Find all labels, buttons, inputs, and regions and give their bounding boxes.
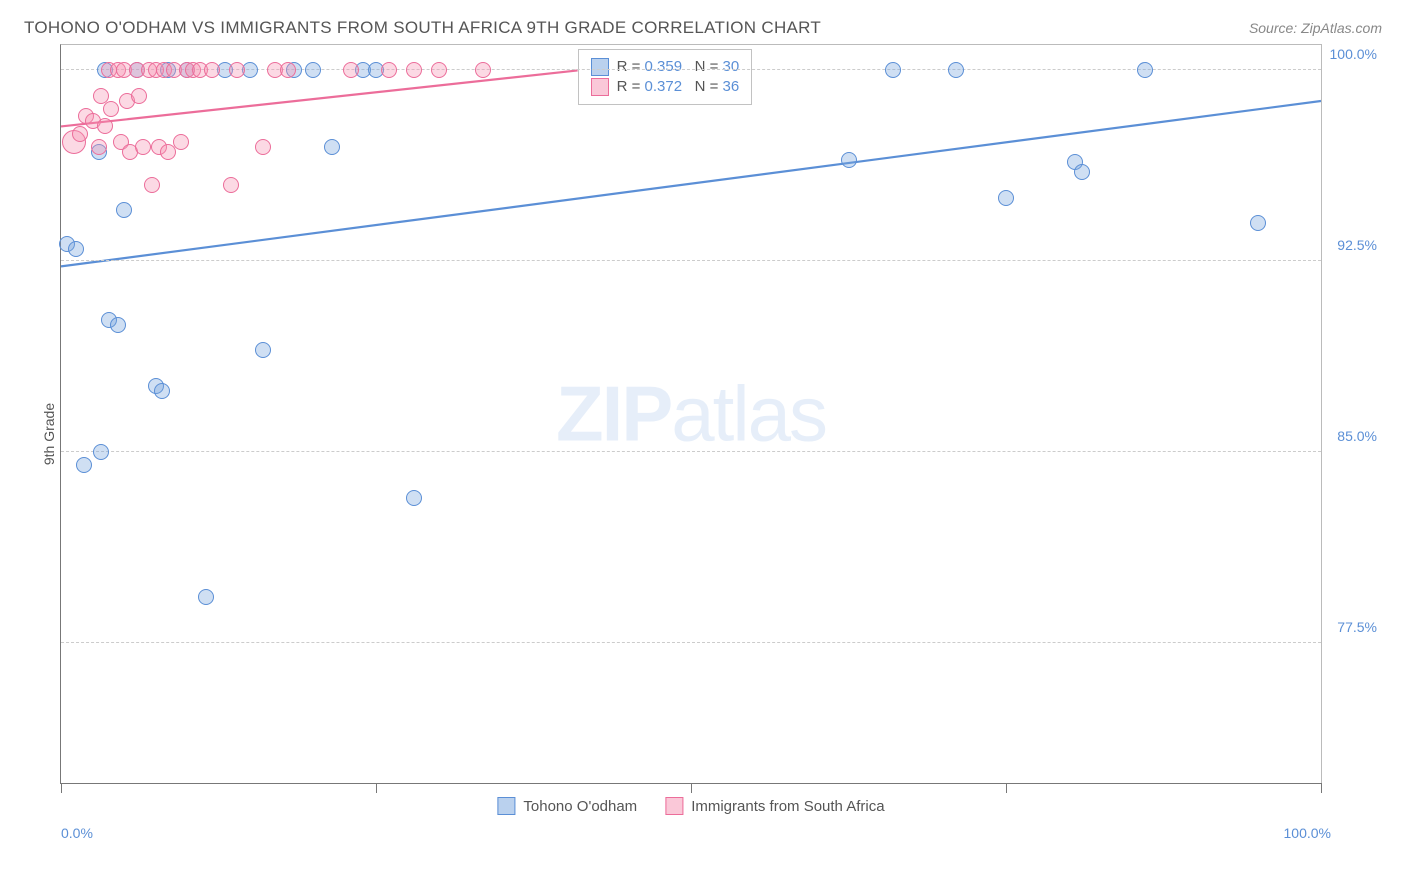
data-point [144,177,160,193]
data-point [110,317,126,333]
data-point [1250,215,1266,231]
stats-blue: R = 0.359 N = 30 [617,58,740,75]
data-point [1074,164,1090,180]
data-point [93,444,109,460]
data-point [885,62,901,78]
data-point [116,202,132,218]
series-legend: Tohono O'odham Immigrants from South Afr… [497,797,884,815]
ytick-label: 92.5% [1337,237,1377,253]
data-point [255,139,271,155]
xtick [691,783,692,793]
data-point [76,457,92,473]
plot-area: ZIPatlas R = 0.359 N = 30 R = 0.372 N = … [60,44,1322,784]
data-point [406,62,422,78]
data-point [998,190,1014,206]
legend-label: Immigrants from South Africa [691,798,884,815]
trend-lines [61,45,1321,783]
ytick-label: 85.0% [1337,428,1377,444]
y-axis-label: 9th Grade [41,403,57,465]
gridline [61,642,1321,643]
data-point [204,62,220,78]
legend-label: Tohono O'odham [523,798,637,815]
xtick [376,783,377,793]
data-point [103,101,119,117]
data-point [841,152,857,168]
data-point [131,88,147,104]
data-point [305,62,321,78]
xtick-min: 0.0% [61,825,93,841]
ytick-label: 77.5% [1337,619,1377,635]
gridline [61,451,1321,452]
source-credit: Source: ZipAtlas.com [1249,20,1382,36]
stats-legend: R = 0.359 N = 30 R = 0.372 N = 36 [578,49,753,105]
gridline [61,260,1321,261]
data-point [68,241,84,257]
xtick [1321,783,1322,793]
data-point [324,139,340,155]
legend-swatch-pink [591,78,609,96]
stats-pink: R = 0.372 N = 36 [617,78,740,95]
data-point [381,62,397,78]
xtick-max: 100.0% [1284,825,1331,841]
legend-swatch-blue [497,797,515,815]
data-point [198,589,214,605]
data-point [280,62,296,78]
data-point [948,62,964,78]
trend-line [61,101,1321,266]
data-point [154,383,170,399]
data-point [223,177,239,193]
chart-container: 9th Grade ZIPatlas R = 0.359 N = 30 R = … [60,44,1382,824]
data-point [431,62,447,78]
chart-title: TOHONO O'ODHAM VS IMMIGRANTS FROM SOUTH … [24,18,821,38]
data-point [343,62,359,78]
data-point [72,126,88,142]
data-point [229,62,245,78]
xtick [61,783,62,793]
legend-swatch-blue [591,58,609,76]
data-point [97,118,113,134]
xtick [1006,783,1007,793]
data-point [91,139,107,155]
data-point [173,134,189,150]
data-point [1137,62,1153,78]
data-point [406,490,422,506]
data-point [255,342,271,358]
watermark: ZIPatlas [556,369,826,460]
data-point [135,139,151,155]
data-point [475,62,491,78]
legend-swatch-pink [665,797,683,815]
ytick-label: 100.0% [1330,46,1377,62]
